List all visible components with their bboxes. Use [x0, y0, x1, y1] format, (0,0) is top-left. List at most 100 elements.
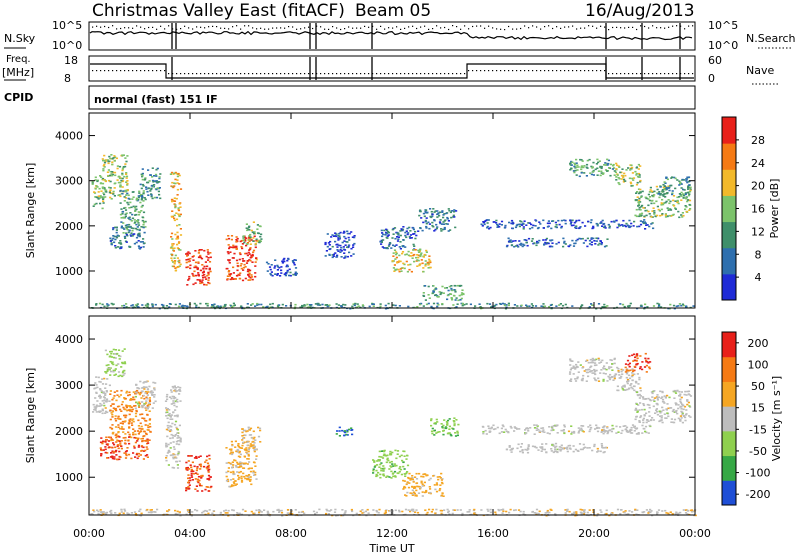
power-cell	[680, 305, 682, 307]
power-cell	[533, 242, 535, 244]
power-cell	[676, 202, 678, 204]
power-cell	[628, 306, 630, 308]
power-cell	[380, 241, 382, 243]
power-cell	[207, 251, 209, 253]
power-cell	[170, 236, 172, 238]
velocity-cell	[644, 409, 646, 411]
power-cell	[514, 240, 516, 242]
velocity-cell	[175, 457, 177, 459]
power-cell	[380, 303, 382, 305]
velocity-cell	[246, 453, 248, 455]
velocity-cell	[604, 451, 606, 453]
power-cell	[206, 284, 208, 286]
power-cell	[110, 154, 112, 156]
power-cell	[178, 207, 180, 209]
velocity-cell	[118, 448, 120, 450]
velocity-cell	[561, 445, 563, 447]
power-cell	[627, 225, 629, 227]
power-cell	[434, 211, 436, 213]
power-cell	[556, 224, 558, 226]
nave-point	[656, 73, 657, 74]
power-cell	[643, 219, 645, 221]
velocity-cell	[232, 452, 234, 454]
power-cell	[272, 303, 274, 305]
velocity-cell	[339, 430, 341, 432]
power-cell	[246, 243, 248, 245]
power-cell	[432, 208, 434, 210]
power-cell	[429, 297, 431, 299]
power-cell	[110, 240, 112, 242]
power-cell	[175, 238, 177, 240]
velocity-cell	[469, 509, 471, 511]
velocity-cell	[189, 484, 191, 486]
velocity-cell	[98, 381, 100, 383]
velocity-cell	[146, 454, 148, 456]
velocity-cell	[681, 391, 683, 393]
velocity-cell	[180, 438, 182, 440]
velocity-cell	[578, 371, 580, 373]
velocity-cell	[503, 431, 505, 433]
velocity-cell	[180, 441, 182, 443]
velocity-cell	[241, 476, 243, 478]
velocity-cell	[238, 456, 240, 458]
nave-point	[536, 70, 537, 71]
power-cell	[502, 303, 504, 305]
velocity-cell	[237, 449, 239, 451]
velocity-cell	[350, 429, 352, 431]
velocity-cell	[595, 364, 597, 366]
power-region	[506, 237, 609, 247]
velocity-cell	[595, 425, 597, 427]
velocity-cell	[491, 427, 493, 429]
velocity-cell	[145, 409, 147, 411]
velocity-cell	[505, 429, 507, 431]
velocity-cell	[677, 404, 679, 406]
velocity-cell	[574, 378, 576, 380]
power-cell	[551, 242, 553, 244]
power-cell	[562, 246, 564, 248]
velocity-cell	[96, 400, 98, 402]
power-cell	[562, 305, 564, 307]
nave-point	[512, 70, 513, 71]
power-cell	[123, 207, 125, 209]
power-cell	[450, 293, 452, 295]
power-cell	[267, 270, 269, 272]
velocity-cell	[620, 432, 622, 434]
velocity-cell	[237, 463, 239, 465]
power-cell	[240, 241, 242, 243]
power-cell	[576, 165, 578, 167]
velocity-cell	[593, 377, 595, 379]
velocity-cell	[677, 408, 679, 410]
power-cell	[624, 180, 626, 182]
velocity-cell	[119, 409, 121, 411]
power-cell	[392, 229, 394, 231]
velocity-cell	[673, 422, 675, 424]
velocity-cell	[121, 362, 123, 364]
power-cell	[336, 246, 338, 248]
power-cell	[179, 175, 181, 177]
power-cell	[208, 277, 210, 279]
nave-point	[176, 73, 177, 74]
velocity-cell	[120, 390, 122, 392]
nave-point	[308, 73, 309, 74]
velocity-cell	[673, 409, 675, 411]
velocity-cell	[587, 426, 589, 428]
velocity-cell	[642, 403, 644, 405]
nave-point	[496, 70, 497, 71]
power-cell	[175, 304, 177, 306]
nsearch-point	[104, 26, 105, 27]
power-cell	[203, 250, 205, 252]
velocity-cell	[641, 361, 643, 363]
nsearch-point	[120, 28, 121, 29]
velocity-cell	[603, 433, 605, 435]
power-cell	[431, 222, 433, 224]
power-cell	[158, 178, 160, 180]
velocity-cell	[228, 486, 230, 488]
velocity-cell	[172, 467, 174, 469]
power-cell	[128, 198, 130, 200]
velocity-cell	[457, 424, 459, 426]
power-cell	[202, 279, 204, 281]
power-cell	[122, 190, 124, 192]
velocity-cell	[194, 488, 196, 490]
power-cell	[653, 191, 655, 193]
velocity-cell	[128, 454, 130, 456]
